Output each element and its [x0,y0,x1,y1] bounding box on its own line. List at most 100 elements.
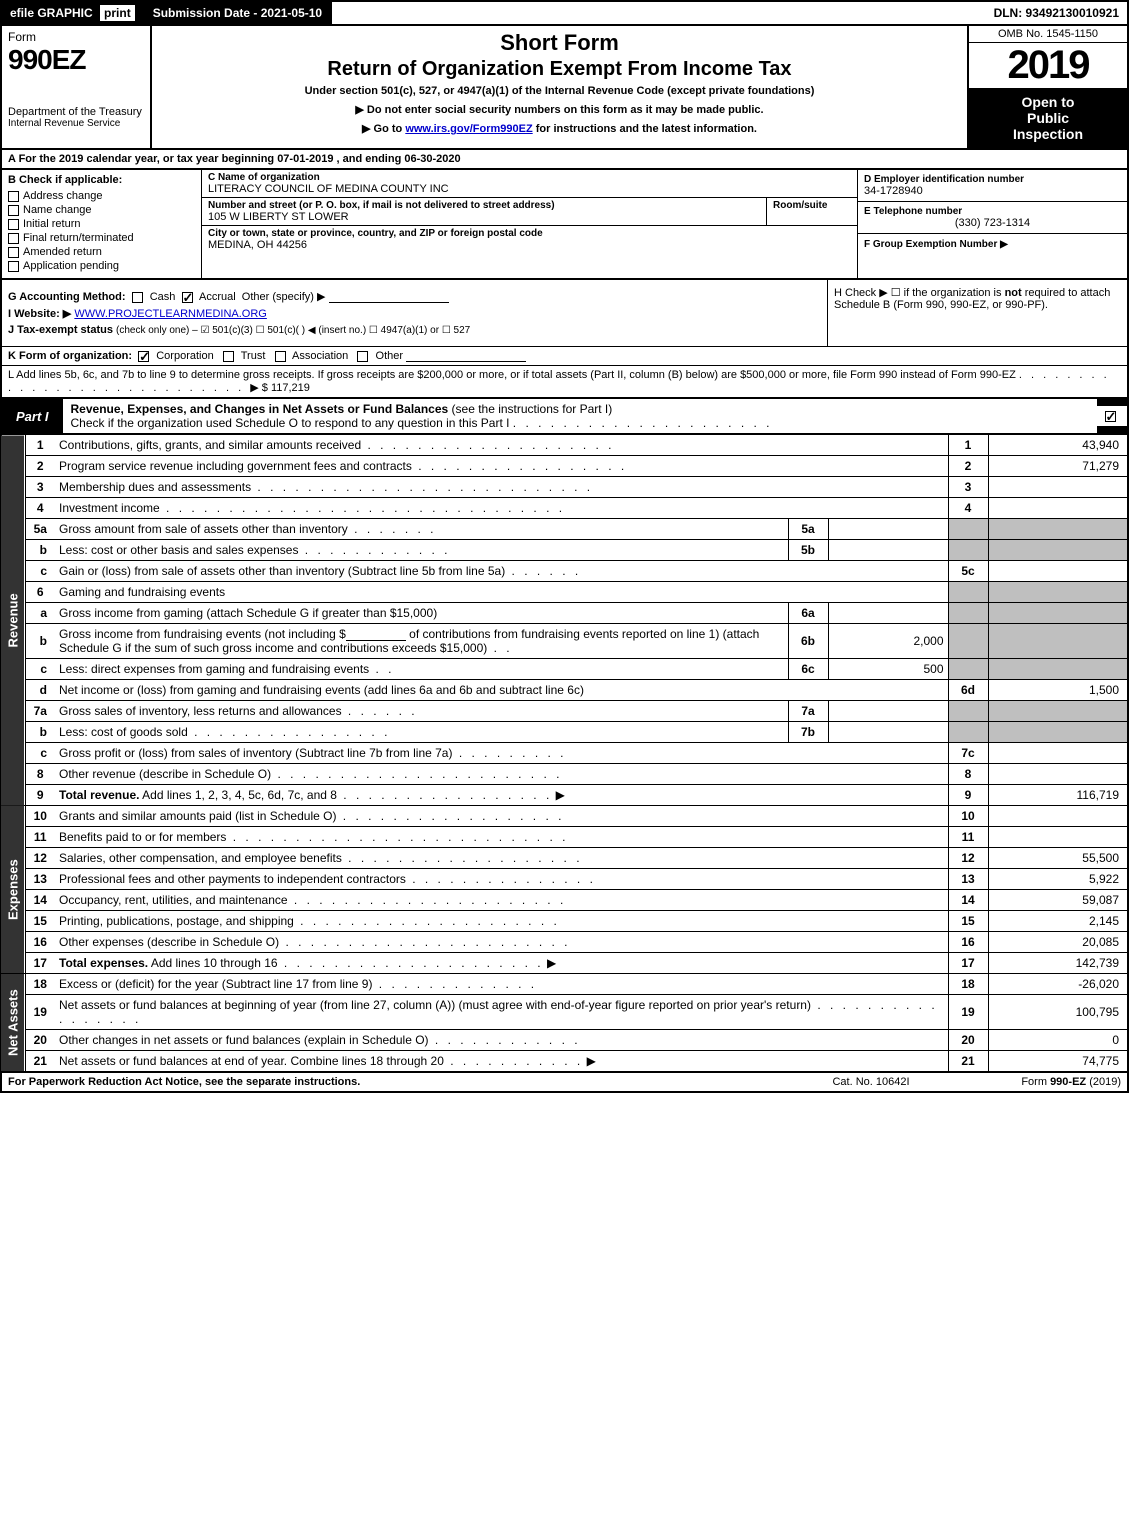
side-revenue: Revenue [1,435,25,806]
part1-checkline: Check if the organization used Schedule … [71,416,510,430]
goto-post: for instructions and the latest informat… [533,123,757,135]
line-17: 17 Total expenses. Add lines 10 through … [1,953,1128,974]
l-text: L Add lines 5b, 6c, and 7b to line 9 to … [8,369,1016,381]
cb-corp[interactable] [138,351,149,362]
l-val: 117,219 [271,382,310,394]
row-k: K Form of organization: Corporation Trus… [0,347,1129,366]
g-accounting: G Accounting Method: Cash Accrual Other … [8,290,821,303]
line-10: Expenses 10 Grants and similar amounts p… [1,806,1128,827]
col-b-checkboxes: B Check if applicable: Address change Na… [2,170,202,278]
i-website: I Website: ▶ WWW.PROJECTLEARNMEDINA.ORG [8,307,821,320]
d-ein-cell: D Employer identification number 34-1728… [858,170,1127,202]
dept-treasury: Department of the Treasury [8,106,144,118]
col-d: D Employer identification number 34-1728… [857,170,1127,278]
goto-pre: ▶ Go to [362,123,405,135]
line-8: 8 Other revenue (describe in Schedule O)… [1,764,1128,785]
c-room-label: Room/suite [773,200,851,211]
h-not: not [1005,287,1022,299]
mid-block: G Accounting Method: Cash Accrual Other … [0,280,1129,347]
open3: Inspection [973,126,1123,142]
goto-line: ▶ Go to www.irs.gov/Form990EZ for instru… [158,122,961,135]
cb-trust[interactable] [223,351,234,362]
g-label: G Accounting Method: [8,291,126,303]
footer-cat: Cat. No. 10642I [801,1076,941,1088]
side-expenses: Expenses [1,806,25,974]
col-c-org-info: C Name of organization LITERACY COUNCIL … [202,170,857,278]
c-room-cell: Room/suite [767,198,857,225]
efile-text: efile GRAPHIC [10,6,93,20]
irs-label: Internal Revenue Service [8,118,144,129]
c-city-cell: City or town, state or province, country… [202,226,857,253]
row-a-tax-year: A For the 2019 calendar year, or tax yea… [0,150,1129,170]
cb-initial-return[interactable]: Initial return [8,218,195,230]
cb-app-pending[interactable]: Application pending [8,260,195,272]
footer: For Paperwork Reduction Act Notice, see … [0,1072,1129,1093]
part1-checkbox-cell [1097,406,1127,426]
line-15: 15 Printing, publications, postage, and … [1,911,1128,932]
cb-name-change[interactable]: Name change [8,204,195,216]
org-name: LITERACY COUNCIL OF MEDINA COUNTY INC [208,183,851,195]
line-6b: b Gross income from fundraising events (… [1,624,1128,659]
other-specify-field[interactable] [329,302,449,303]
line-18: Net Assets 18 Excess or (deficit) for th… [1,974,1128,995]
side-netassets: Net Assets [1,974,25,1072]
form-number: 990EZ [8,44,144,76]
cb-cash[interactable] [132,292,143,303]
tax-year: 2019 [969,43,1127,88]
form-header: Form 990EZ Department of the Treasury In… [0,26,1129,150]
cb-accrual[interactable] [182,292,193,303]
cb-assoc[interactable] [275,351,286,362]
line-5b: b Less: cost or other basis and sales ex… [1,540,1128,561]
website-link[interactable]: WWW.PROJECTLEARNMEDINA.ORG [74,308,267,320]
cb-address-change[interactable]: Address change [8,190,195,202]
k-label: K Form of organization: [8,350,132,362]
line-5c: c Gain or (loss) from sale of assets oth… [1,561,1128,582]
line-9: 9 Total revenue. Add lines 1, 2, 3, 4, 5… [1,785,1128,806]
form-word: Form [8,30,144,44]
c-street-cell: Number and street (or P. O. box, if mail… [202,198,767,225]
h-check: H Check ▶ ☐ if the organization is not r… [827,280,1127,346]
line-6: 6 Gaming and fundraising events [1,582,1128,603]
l-arrow: ▶ $ [250,382,268,394]
c-name-label: C Name of organization [208,172,851,183]
cb-final-return[interactable]: Final return/terminated [8,232,195,244]
irs-link[interactable]: www.irs.gov/Form990EZ [405,123,532,135]
line-12: 12 Salaries, other compensation, and emp… [1,848,1128,869]
k-other-field[interactable] [406,361,526,362]
part1-title-bold: Revenue, Expenses, and Changes in Net As… [71,402,449,416]
line-3: 3 Membership dues and assessments . . . … [1,477,1128,498]
part1-table: Revenue 1 Contributions, gifts, grants, … [0,435,1129,1072]
line-1: Revenue 1 Contributions, gifts, grants, … [1,435,1128,456]
line-7a: 7a Gross sales of inventory, less return… [1,701,1128,722]
omb-number: OMB No. 1545-1150 [969,26,1127,43]
section-bcd: B Check if applicable: Address change Na… [0,170,1129,280]
line-16: 16 Other expenses (describe in Schedule … [1,932,1128,953]
c-street-row: Number and street (or P. O. box, if mail… [202,198,857,226]
b-header: B Check if applicable: [8,174,195,186]
part1-title-rest: (see the instructions for Part I) [448,402,612,416]
f-group-label: F Group Exemption Number ▶ [864,239,1008,250]
line-5a: 5a Gross amount from sale of assets othe… [1,519,1128,540]
line-7c: c Gross profit or (loss) from sales of i… [1,743,1128,764]
cb-other[interactable] [357,351,368,362]
h-text1: H Check ▶ ☐ if the organization is [834,287,1005,299]
line-6d: d Net income or (loss) from gaming and f… [1,680,1128,701]
line-14: 14 Occupancy, rent, utilities, and maint… [1,890,1128,911]
line-11: 11 Benefits paid to or for members . . .… [1,827,1128,848]
part1-checkbox[interactable] [1105,411,1116,422]
cb-amended[interactable]: Amended return [8,246,195,258]
line-21: 21 Net assets or fund balances at end of… [1,1051,1128,1072]
j-label: J Tax-exempt status [8,324,113,336]
under-section: Under section 501(c), 527, or 4947(a)(1)… [158,85,961,97]
part1-header: Part I Revenue, Expenses, and Changes in… [0,398,1129,435]
open2: Public [973,110,1123,126]
no-ssn-line: ▶ Do not enter social security numbers o… [158,103,961,116]
submission-date: Submission Date - 2021-05-10 [145,2,332,24]
j-tax-exempt: J Tax-exempt status (check only one) ‒ ☑… [8,324,821,336]
return-title: Return of Organization Exempt From Incom… [158,58,961,81]
part1-title: Revenue, Expenses, and Changes in Net As… [63,399,1097,433]
line-20: 20 Other changes in net assets or fund b… [1,1030,1128,1051]
print-button[interactable]: print [100,5,135,21]
line-13: 13 Professional fees and other payments … [1,869,1128,890]
org-city: MEDINA, OH 44256 [208,239,851,251]
